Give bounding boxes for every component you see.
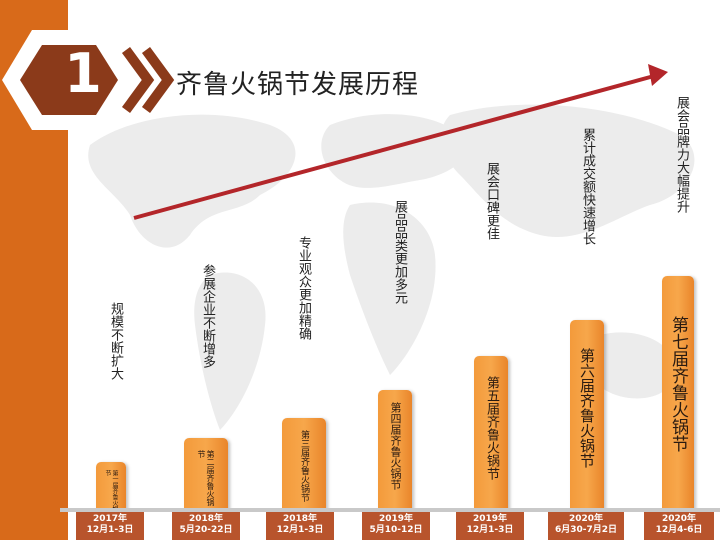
baseline [60,508,720,512]
milestone-date-year-7: 2020年 [661,514,697,524]
milestone-date-year-5: 2019年 [472,514,508,524]
milestone-date-year-2: 2018年 [188,514,224,524]
page-title: 齐鲁火锅节发展历程 [176,70,420,100]
milestone-text-4: 展品品类更加多元 [392,200,407,304]
milestone-date-range-5: 12月1-3日 [466,525,514,535]
milestone-date-year-4: 2019年 [378,514,414,524]
milestone-bar-label-2: 第二届齐鲁火锅节 [197,450,215,506]
milestone-date-year-3: 2018年 [282,514,318,524]
milestone-bar-label-1: 第一届齐鲁火锅节 [104,470,118,512]
milestone-text-3: 专业观众更加精确 [296,236,311,340]
milestone-date-6: 2020年 6月30-7月2日 [548,512,624,540]
milestone-date-4: 2019年 5月10-12日 [362,512,430,540]
milestone-text-7: 展会品牌力大幅提升 [674,96,689,213]
milestone-date-range-4: 5月10-12日 [369,525,423,535]
milestone-bar-3: 第三届齐鲁火锅节 [282,418,326,512]
milestone-bar-label-3: 第三届齐鲁火锅节 [299,430,309,502]
milestone-date-2: 2018年 5月20-22日 [172,512,240,540]
milestone-bar-4: 第四届齐鲁火锅节 [378,390,412,512]
milestone-date-range-6: 6月30-7月2日 [554,525,618,535]
milestone-bar-label-4: 第四届齐鲁火锅节 [389,402,402,490]
milestone-date-range-2: 5月20-22日 [179,525,233,535]
milestone-date-5: 2019年 12月1-3日 [456,512,524,540]
milestone-date-range-1: 12月1-3日 [86,525,134,535]
milestone-date-range-7: 12月4-6日 [655,525,703,535]
milestone-bar-7: 第七届齐鲁火锅节 [662,276,694,512]
milestone-text-5: 展会口碑更佳 [484,162,499,240]
section-number-badge [2,30,175,130]
milestone-bar-label-6: 第六届齐鲁火锅节 [578,348,596,468]
milestone-date-year-1: 2017年 [92,514,128,524]
milestone-date-range-3: 12月1-3日 [276,525,324,535]
milestone-date-year-6: 2020年 [568,514,604,524]
milestone-text-2: 参展企业不断增多 [200,264,215,368]
milestone-date-1: 2017年 12月1-3日 [76,512,144,540]
milestone-bar-2: 第二届齐鲁火锅节 [184,438,228,512]
milestone-bar-label-7: 第七届齐鲁火锅节 [668,316,688,452]
milestone-bar-label-5: 第五届齐鲁火锅节 [484,376,499,480]
milestone-text-6: 累计成交额快速增长 [580,128,595,245]
milestone-date-3: 2018年 12月1-3日 [266,512,334,540]
badge-number: 1 [64,42,102,105]
milestone-bar-6: 第六届齐鲁火锅节 [570,320,604,512]
milestone-bar-1: 第一届齐鲁火锅节 [96,462,126,512]
milestone-text-1: 规模不断扩大 [108,302,123,380]
milestone-bar-5: 第五届齐鲁火锅节 [474,356,508,512]
milestone-date-7: 2020年 12月4-6日 [644,512,714,540]
